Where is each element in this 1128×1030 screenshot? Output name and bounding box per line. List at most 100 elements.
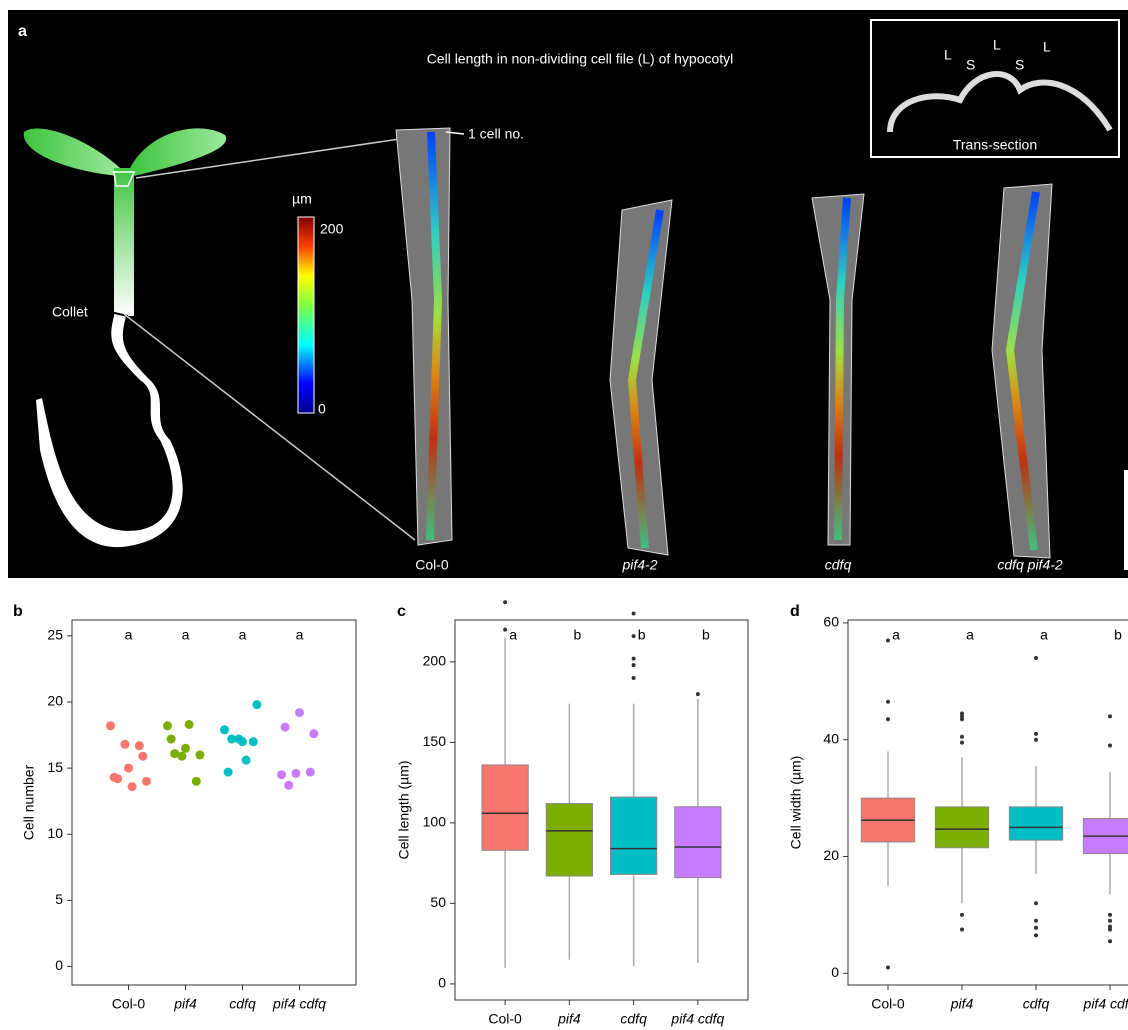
annotation: b bbox=[638, 627, 646, 643]
y-tick-label: 200 bbox=[423, 653, 447, 669]
annotation: a bbox=[182, 627, 190, 643]
point bbox=[252, 700, 261, 709]
point bbox=[135, 741, 144, 750]
sample-label: pif4-2 bbox=[621, 557, 657, 573]
x-tick-label: pif4 bbox=[557, 1011, 581, 1027]
outlier bbox=[960, 741, 964, 745]
x-tick-label: pif4 cdfq bbox=[272, 996, 326, 1012]
panel-title: Cell length in non-dividing cell file (L… bbox=[427, 51, 734, 67]
colorbar-unit: µm bbox=[292, 191, 312, 207]
x-tick-label: pif4 cdfq bbox=[1083, 996, 1128, 1012]
y-tick-label: 5 bbox=[55, 891, 63, 907]
outlier bbox=[632, 657, 636, 661]
point bbox=[185, 720, 194, 729]
panel-label: c bbox=[397, 603, 406, 620]
box bbox=[610, 797, 656, 874]
x-tick-label: pif4 bbox=[950, 996, 974, 1012]
annotation: a bbox=[509, 627, 517, 643]
y-tick-label: 100 bbox=[423, 814, 447, 830]
annotation: b bbox=[1114, 627, 1122, 643]
point bbox=[220, 725, 229, 734]
point bbox=[106, 721, 115, 730]
point bbox=[277, 770, 286, 779]
annotation: a bbox=[1040, 627, 1048, 643]
outlier bbox=[632, 676, 636, 680]
point bbox=[281, 723, 290, 732]
outlier bbox=[886, 965, 890, 969]
x-tick-label: cdfq bbox=[620, 1011, 647, 1027]
point bbox=[170, 749, 179, 758]
x-tick-label: cdfq bbox=[229, 996, 256, 1012]
outlier bbox=[1034, 919, 1038, 923]
y-tick-label: 0 bbox=[831, 964, 839, 980]
x-tick-label: Col-0 bbox=[871, 996, 905, 1012]
outlier bbox=[1034, 738, 1038, 742]
y-tick-label: 15 bbox=[47, 759, 63, 775]
annotation: b bbox=[702, 627, 710, 643]
y-tick-label: 150 bbox=[423, 733, 447, 749]
point bbox=[113, 774, 122, 783]
y-tick-label: 20 bbox=[823, 847, 839, 863]
outlier bbox=[886, 700, 890, 704]
point bbox=[295, 708, 304, 717]
point bbox=[284, 781, 293, 790]
outlier bbox=[1108, 939, 1112, 943]
plot-frame bbox=[72, 620, 356, 985]
point bbox=[227, 735, 236, 744]
inset-caption: Trans-section bbox=[953, 137, 1037, 153]
inset-label: L bbox=[993, 37, 1001, 53]
inset-label: S bbox=[966, 57, 975, 73]
inset-label: L bbox=[1043, 39, 1051, 55]
annotation: b bbox=[573, 627, 581, 643]
outlier bbox=[696, 692, 700, 696]
outlier bbox=[1108, 744, 1112, 748]
point bbox=[192, 777, 201, 786]
y-tick-label: 0 bbox=[438, 975, 446, 991]
x-tick-label: Col-0 bbox=[488, 1011, 522, 1027]
outlier bbox=[632, 634, 636, 638]
outlier bbox=[1034, 656, 1038, 660]
x-tick-label: pif4 bbox=[173, 996, 197, 1012]
point bbox=[124, 764, 133, 773]
outlier bbox=[632, 612, 636, 616]
point bbox=[120, 740, 129, 749]
annotation: a bbox=[966, 627, 974, 643]
y-tick-label: 60 bbox=[823, 614, 839, 630]
x-tick-label: cdfq bbox=[1023, 996, 1050, 1012]
y-axis-label: Cell length (µm) bbox=[396, 760, 412, 859]
point bbox=[309, 729, 318, 738]
point bbox=[249, 737, 258, 746]
cell-label: 1 cell no. bbox=[468, 126, 524, 142]
outlier bbox=[503, 600, 507, 604]
y-axis-label: Cell number bbox=[21, 764, 37, 840]
outlier bbox=[886, 638, 890, 642]
box bbox=[482, 765, 528, 850]
point bbox=[138, 752, 147, 761]
collet-label: Collet bbox=[52, 304, 88, 320]
point bbox=[242, 756, 251, 765]
point bbox=[306, 768, 315, 777]
inset-label: S bbox=[1015, 57, 1024, 73]
outlier bbox=[1034, 933, 1038, 937]
y-tick-label: 0 bbox=[55, 957, 63, 973]
outlier bbox=[1108, 714, 1112, 718]
outlier bbox=[632, 663, 636, 667]
panel-label: d bbox=[790, 603, 800, 620]
point bbox=[195, 750, 204, 759]
outlier bbox=[1108, 919, 1112, 923]
outlier bbox=[1108, 928, 1112, 932]
colorbar bbox=[298, 217, 314, 413]
outlier bbox=[960, 711, 964, 715]
colorbar-bottom: 0 bbox=[318, 401, 326, 417]
outlier bbox=[960, 928, 964, 932]
inset-label: L bbox=[944, 47, 952, 63]
point bbox=[142, 777, 151, 786]
outlier bbox=[1034, 901, 1038, 905]
outlier bbox=[503, 628, 507, 632]
y-tick-label: 25 bbox=[47, 627, 63, 643]
point bbox=[181, 744, 190, 753]
outlier bbox=[886, 717, 890, 721]
box bbox=[935, 807, 988, 848]
panel-label: a bbox=[18, 23, 27, 40]
x-tick-label: Col-0 bbox=[112, 996, 146, 1012]
